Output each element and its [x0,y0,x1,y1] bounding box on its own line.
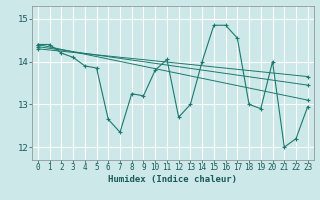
X-axis label: Humidex (Indice chaleur): Humidex (Indice chaleur) [108,175,237,184]
